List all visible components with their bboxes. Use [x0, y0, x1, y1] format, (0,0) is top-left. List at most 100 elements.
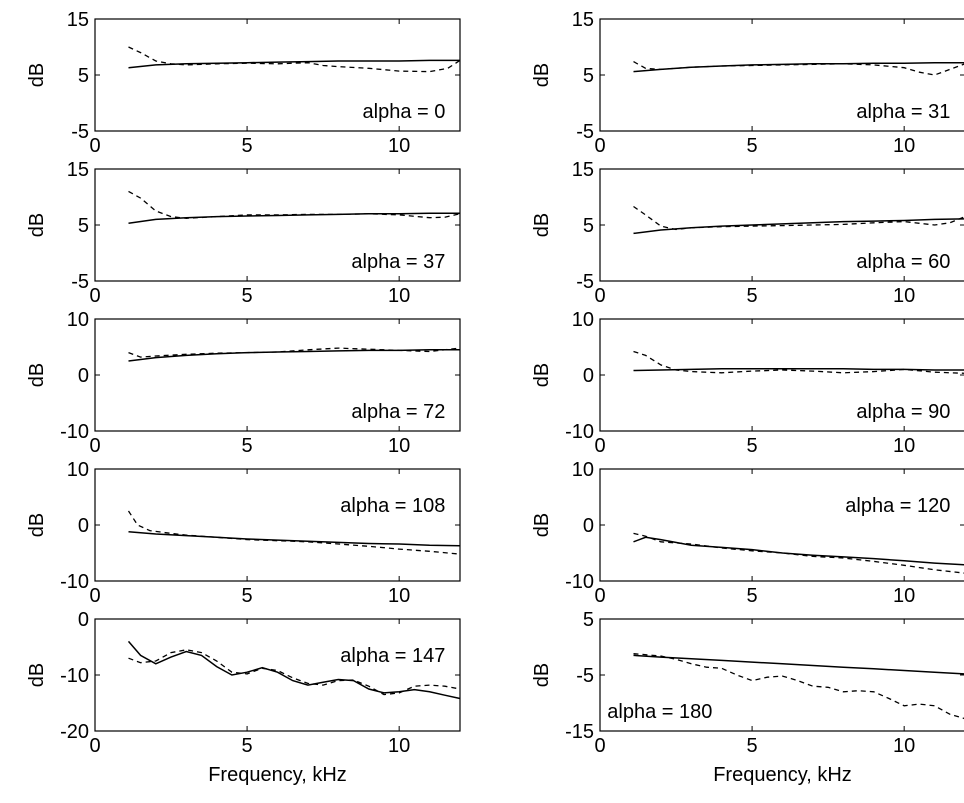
y-tick-label: 15 — [572, 9, 594, 31]
y-tick-label: 0 — [583, 365, 594, 387]
y-tick-label: -10 — [60, 421, 89, 443]
series-dashed-line — [633, 205, 964, 231]
x-tick-label: 5 — [747, 735, 758, 757]
series-dashed-line — [128, 46, 461, 73]
series-solid-line — [633, 654, 964, 675]
y-tick-label: -10 — [565, 571, 594, 593]
panel-annotation: alpha = 31 — [856, 101, 950, 123]
y-tick-label: 10 — [67, 459, 89, 481]
panel-9: 0 5 10 -20 -10 0 dB alpha = 147 Frequency, kHz — [26, 609, 461, 786]
y-tick-label: -10 — [565, 421, 594, 443]
y-tick-label: 0 — [78, 515, 89, 537]
panel-annotation: alpha = 72 — [351, 401, 445, 423]
x-tick-label: 0 — [89, 135, 100, 157]
panel-annotation: alpha = 37 — [351, 251, 445, 273]
y-tick-label: 15 — [572, 159, 594, 181]
y-axis-label: dB — [26, 663, 48, 687]
x-tick-label: 5 — [242, 285, 253, 307]
x-tick-label: 10 — [388, 735, 410, 757]
x-axis-label: Frequency, kHz — [208, 764, 347, 786]
x-tick-label: 5 — [747, 585, 758, 607]
y-tick-label: 0 — [78, 609, 89, 631]
x-tick-label: 5 — [242, 135, 253, 157]
plot-frame — [94, 468, 461, 582]
x-tick-label: 0 — [89, 435, 100, 457]
y-axis-label: dB — [26, 63, 48, 87]
x-tick-label: 10 — [388, 135, 410, 157]
series-solid-line — [127, 640, 461, 700]
plot-frame — [599, 318, 964, 432]
x-tick-label: 0 — [89, 585, 100, 607]
y-tick-label: 5 — [78, 65, 89, 87]
y-tick-label: 5 — [583, 609, 594, 631]
series-solid-line — [128, 349, 460, 362]
plot-frame — [94, 618, 461, 732]
y-tick-label: 0 — [583, 515, 594, 537]
panel-annotation: alpha = 90 — [856, 401, 950, 423]
panel-2: 0 5 10 -5 5 15 dB alpha = 31 — [531, 9, 964, 157]
panel-annotation: alpha = 0 — [363, 101, 446, 123]
series-dashed-line — [633, 350, 964, 374]
y-tick-label: 5 — [78, 215, 89, 237]
y-tick-label: 10 — [572, 309, 594, 331]
y-tick-label: 15 — [67, 9, 89, 31]
y-axis-label: dB — [26, 513, 48, 537]
x-tick-label: 0 — [594, 735, 605, 757]
y-tick-label: -20 — [60, 721, 89, 743]
x-tick-label: 0 — [89, 285, 100, 307]
x-tick-label: 10 — [893, 585, 915, 607]
y-tick-label: -10 — [60, 571, 89, 593]
x-tick-label: 5 — [747, 435, 758, 457]
y-tick-label: -15 — [565, 721, 594, 743]
panel-1: 0 5 10 -5 5 15 dB alpha = 0 — [26, 9, 461, 157]
y-tick-label: -5 — [576, 121, 594, 143]
x-tick-label: 0 — [594, 435, 605, 457]
y-tick-label: 5 — [583, 65, 594, 87]
x-tick-label: 5 — [747, 285, 758, 307]
y-tick-label: -5 — [71, 121, 89, 143]
x-tick-label: 0 — [594, 135, 605, 157]
plot-frame — [94, 18, 461, 132]
series-dashed-line — [633, 61, 964, 76]
x-tick-label: 5 — [242, 585, 253, 607]
series-dashed-line — [633, 653, 964, 720]
x-tick-label: 10 — [388, 585, 410, 607]
panel-annotation: alpha = 147 — [340, 645, 445, 667]
y-tick-label: 5 — [583, 215, 594, 237]
panel-4: 0 5 10 -5 5 15 dB alpha = 60 — [531, 159, 964, 307]
series-dashed-line — [128, 649, 461, 696]
plot-frame — [599, 18, 964, 132]
y-tick-label: 10 — [572, 459, 594, 481]
y-tick-label: -10 — [60, 665, 89, 687]
panel-annotation: alpha = 108 — [340, 495, 445, 517]
x-tick-label: 10 — [893, 135, 915, 157]
x-tick-label: 5 — [747, 135, 758, 157]
x-tick-label: 10 — [388, 435, 410, 457]
series-solid-line — [633, 218, 964, 235]
y-tick-label: 10 — [67, 309, 89, 331]
x-tick-label: 5 — [242, 735, 253, 757]
x-tick-label: 0 — [89, 735, 100, 757]
y-axis-label: dB — [531, 663, 553, 687]
y-tick-label: -5 — [71, 271, 89, 293]
plot-frame — [599, 468, 964, 582]
x-tick-label: 10 — [893, 735, 915, 757]
panel-10: 0 5 10 -15 -5 5 dB alpha = 180 Frequency, kHz — [531, 609, 964, 786]
y-tick-label: -5 — [576, 271, 594, 293]
y-axis-label: dB — [26, 213, 48, 237]
x-tick-label: 10 — [893, 285, 915, 307]
x-tick-label: 10 — [388, 285, 410, 307]
panel-3: 0 5 10 -5 5 15 dB alpha = 37 — [26, 159, 461, 307]
series-dashed-line — [633, 532, 964, 574]
panel-annotation: alpha = 60 — [856, 251, 950, 273]
x-axis-label: Frequency, kHz — [713, 764, 852, 786]
plot-frame — [94, 318, 461, 432]
y-axis-label: dB — [531, 363, 553, 387]
series-dashed-line — [128, 347, 461, 358]
plot-frame — [599, 618, 964, 732]
y-axis-label: dB — [531, 213, 553, 237]
